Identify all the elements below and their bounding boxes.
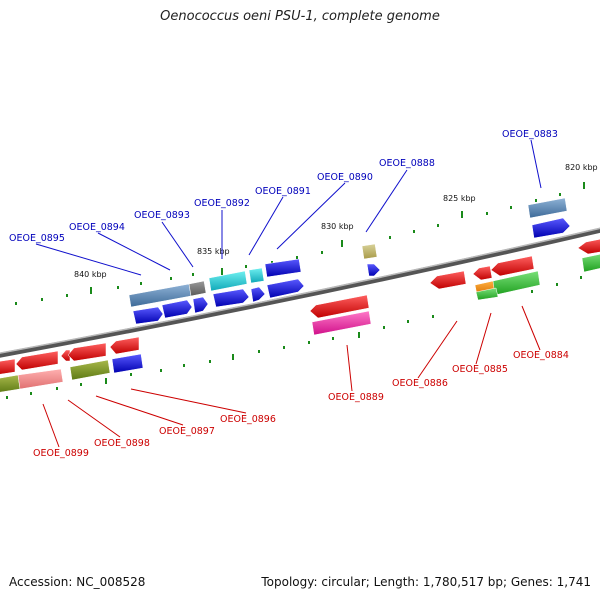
genome-backbone	[0, 227, 600, 358]
feature-block[interactable]	[111, 353, 144, 374]
gene-label[interactable]: OEOE_0893	[134, 210, 190, 221]
feature-block[interactable]	[475, 287, 499, 301]
feature-block[interactable]	[188, 280, 207, 297]
leader-line	[276, 182, 346, 250]
gene-arrow[interactable]	[15, 350, 59, 371]
gene-arrow[interactable]	[67, 342, 107, 362]
gene-label[interactable]: OEOE_0890	[317, 172, 373, 183]
leader-line	[365, 169, 408, 233]
accession-text: Accession: NC_008528	[9, 575, 146, 589]
gene-arrow[interactable]	[109, 336, 140, 355]
gene-label[interactable]: OEOE_0885	[452, 364, 508, 375]
gene-label[interactable]: OEOE_0883	[502, 129, 558, 140]
forward-feature-blocks	[128, 197, 568, 308]
feature-block[interactable]	[527, 197, 568, 219]
gene-arrow[interactable]	[266, 278, 305, 299]
gene-arrow[interactable]	[429, 270, 467, 290]
gene-label[interactable]: OEOE_0892	[194, 198, 250, 209]
forward-genes	[132, 217, 571, 325]
tick-label: 825 kbp	[443, 194, 476, 203]
gene-label[interactable]: OEOE_0897	[159, 426, 215, 437]
gene-label[interactable]: OEOE_0889	[328, 392, 384, 403]
genome-stats-text: Topology: circular; Length: 1,780,517 bp…	[261, 575, 591, 589]
gene-label[interactable]: OEOE_0899	[33, 448, 89, 459]
leader-line	[530, 139, 542, 189]
tick-label: 835 kbp	[197, 247, 230, 256]
map-title: Oenococcus oeni PSU-1, complete genome	[160, 9, 440, 24]
gene-arrow[interactable]	[192, 296, 209, 314]
tick-label: 840 kbp	[74, 270, 107, 279]
gene-label[interactable]: OEOE_0896	[220, 414, 276, 425]
gene-label[interactable]: OEOE_0895	[9, 233, 65, 244]
feature-block[interactable]	[311, 310, 372, 336]
leader-line	[97, 232, 171, 271]
feature-block[interactable]	[208, 270, 248, 292]
gene-arrow[interactable]	[212, 288, 250, 308]
leader-line	[521, 305, 541, 351]
leader-line	[475, 312, 492, 365]
tick-label: 830 kbp	[321, 222, 354, 231]
reverse-genes	[0, 238, 600, 375]
leader-line	[248, 196, 284, 256]
gene-arrow[interactable]	[531, 217, 571, 239]
feature-block[interactable]	[69, 359, 111, 381]
leader-line	[130, 388, 247, 414]
reverse-feature-blocks	[0, 253, 600, 393]
feature-block[interactable]	[0, 374, 21, 393]
gene-label[interactable]: OEOE_0891	[255, 186, 311, 197]
gene-label[interactable]: OEOE_0886	[392, 378, 448, 389]
feature-block[interactable]	[361, 243, 378, 260]
gene-arrow[interactable]	[132, 306, 164, 325]
reverse-label-leaders	[42, 305, 541, 448]
leader-line	[35, 243, 142, 276]
gene-arrow[interactable]	[250, 286, 266, 303]
leader-line	[161, 221, 194, 268]
gene-arrow[interactable]	[577, 238, 600, 255]
leader-line	[346, 344, 353, 392]
gene-label[interactable]: OEOE_0894	[69, 222, 125, 233]
leader-line	[42, 403, 60, 448]
gene-arrow[interactable]	[161, 299, 193, 319]
gene-label[interactable]: OEOE_0888	[379, 158, 435, 169]
feature-block[interactable]	[248, 267, 265, 284]
gene-arrow[interactable]	[264, 258, 302, 278]
leader-line	[67, 399, 121, 438]
feature-block[interactable]	[581, 253, 600, 273]
outer-tick-track	[15, 182, 585, 305]
gene-arrow[interactable]	[490, 255, 535, 277]
gene-label[interactable]: OEOE_0898	[94, 438, 150, 449]
gene-arrow[interactable]	[60, 349, 71, 362]
feature-block[interactable]	[17, 368, 64, 390]
reverse-gene-labels: OEOE_0884 OEOE_0885 OEOE_0886 OEOE_0889 …	[33, 350, 569, 459]
forward-gene-labels: OEOE_0883 OEOE_0888 OEOE_0890 OEOE_0891 …	[9, 129, 558, 244]
leader-line	[417, 320, 458, 379]
forward-label-leaders	[35, 139, 542, 276]
gene-label[interactable]: OEOE_0884	[513, 350, 569, 361]
gene-arrow[interactable]	[0, 358, 16, 375]
gene-arrow[interactable]	[472, 265, 493, 281]
genome-backbone-highlight	[0, 227, 600, 354]
gene-arrow[interactable]	[366, 263, 381, 277]
tick-label: 820 kbp	[565, 163, 598, 172]
gene-arrow[interactable]	[309, 294, 370, 319]
leader-line	[95, 395, 184, 426]
